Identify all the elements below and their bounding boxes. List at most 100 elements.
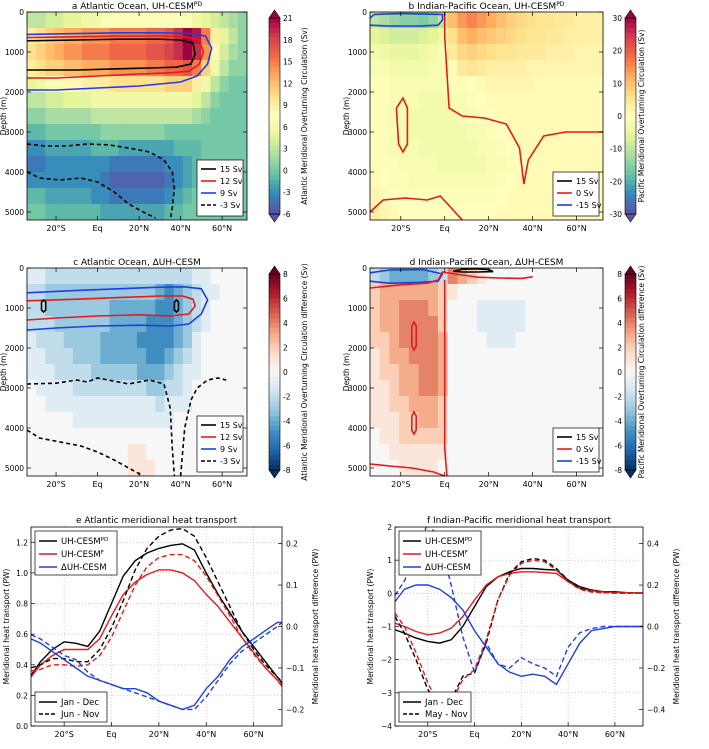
heatmap-cell: [100, 12, 111, 29]
heatmap-cell: [418, 156, 429, 173]
colorbar-segment: [625, 42, 636, 48]
heatmap-cell: [100, 300, 111, 317]
heatmap-cell: [399, 396, 410, 413]
heatmap-cell: [54, 460, 65, 476]
heatmap-cell: [192, 108, 202, 125]
colorbar-tick-label: -8: [283, 466, 291, 475]
heatmap-cell: [182, 44, 193, 61]
heatmap-cell: [515, 332, 526, 349]
heatmap-cell: [127, 284, 138, 301]
heatmap-cell: [593, 348, 603, 365]
heatmap-cell: [583, 412, 594, 429]
colorbar-segment: [269, 332, 280, 339]
heatmap-cell: [389, 428, 400, 445]
chart-title: f Indian-Pacific meridional heat transpo…: [427, 516, 612, 526]
heatmap-cell: [418, 12, 429, 29]
heatmap-cell: [63, 396, 74, 413]
heatmap-cell: [467, 60, 478, 77]
x-tick-label: 40°N: [196, 730, 216, 739]
heatmap-cell: [515, 284, 526, 301]
heatmap-cell: [505, 460, 517, 476]
heatmap-cell: [72, 316, 83, 333]
heatmap-cell: [27, 60, 37, 77]
colorbar-segment: [625, 18, 636, 24]
heatmap-cell: [505, 300, 517, 317]
legend-box: [34, 691, 108, 723]
heatmap-cell: [486, 140, 497, 157]
y-tick-label: 5000: [348, 208, 367, 217]
heatmap-cell: [36, 124, 46, 141]
heatmap-cell: [554, 140, 565, 157]
heatmap-cell: [63, 188, 74, 205]
series-group: [31, 527, 282, 711]
colorbar-segment: [625, 155, 636, 161]
heatmap-cell: [54, 332, 65, 349]
heatmap-cell: [505, 268, 517, 285]
heatmap-cell: [515, 268, 526, 285]
heatmap-cell: [54, 156, 65, 173]
heatmap-cell: [201, 140, 211, 157]
colorbar-segment: [269, 386, 280, 393]
colorbar-tick-label: -4: [615, 417, 623, 426]
heatmap-cell: [137, 412, 147, 429]
legend-label-sup: F: [465, 550, 468, 556]
heatmap-cell: [505, 444, 517, 461]
heatmap-cell: [36, 332, 46, 349]
heatmap-cell: [370, 44, 381, 61]
colorbar-segment: [625, 391, 636, 397]
chart-title-sup: PD: [556, 1, 565, 8]
colorbar-segment: [625, 194, 636, 200]
heatmap-cell: [428, 92, 439, 109]
heatmap-cell: [525, 268, 536, 285]
heatmap-cell: [564, 28, 575, 45]
heatmap-cell: [573, 12, 585, 29]
heatmap-cell: [100, 460, 111, 476]
chart-title-main: d Indian-Pacific Ocean, ΔUH-CESM: [410, 258, 564, 268]
heatmap-cell: [486, 28, 497, 45]
colorbar-extend-top: [268, 9, 281, 19]
heatmap-cell: [525, 108, 536, 125]
heatmap-cell: [428, 284, 439, 301]
heatmap-cell: [27, 204, 37, 220]
heatmap-cell: [164, 348, 175, 365]
colorbar-tick-label: -20: [610, 177, 622, 186]
heatmap-cell: [486, 12, 497, 29]
heatmap-cell: [118, 460, 129, 476]
heatmap-cell: [399, 12, 410, 29]
colorbar-tick-label: 21: [283, 14, 293, 23]
colorbar-segment: [625, 342, 636, 348]
heatmap-cell: [476, 364, 488, 381]
heatmap-cell: [228, 28, 239, 45]
contour-lines: [27, 285, 227, 476]
heatmap-cell: [164, 396, 175, 413]
heatmap-cell: [182, 172, 193, 189]
heatmap-cell: [91, 188, 101, 205]
heatmap-cell: [515, 300, 526, 317]
heatmap-cell: [505, 396, 517, 413]
colorbar-segment: [625, 96, 636, 102]
heatmap-cell: [554, 76, 565, 93]
heatmap-cells: [370, 268, 603, 476]
heatmap-cell: [45, 428, 56, 445]
colorbar-segment: [625, 332, 636, 339]
heatmap-cell: [109, 444, 120, 461]
legend-label: Jan - Dec: [424, 698, 463, 708]
colorbar-segment: [269, 76, 280, 83]
heatmap-cell: [418, 364, 429, 381]
legend-label-main: ΔUH-CESM: [425, 563, 471, 573]
heatmap-cell: [467, 396, 478, 413]
colorbar-tick-label: -4: [283, 417, 291, 426]
colorbar-segment: [625, 120, 636, 127]
heatmap-cell: [399, 348, 410, 365]
heatmap-cell: [237, 300, 247, 317]
heatmap-cell: [389, 380, 400, 397]
heatmap-cell: [593, 364, 603, 381]
heatmap-cell: [237, 12, 247, 29]
heatmap-cell: [63, 300, 74, 317]
heatmap-cell: [379, 124, 391, 141]
y-tick-label: 0: [19, 8, 24, 17]
series-group: [395, 527, 643, 708]
heatmap-cell: [155, 188, 166, 205]
heatmap-cell: [476, 188, 488, 205]
heatmap-cell: [593, 316, 603, 333]
